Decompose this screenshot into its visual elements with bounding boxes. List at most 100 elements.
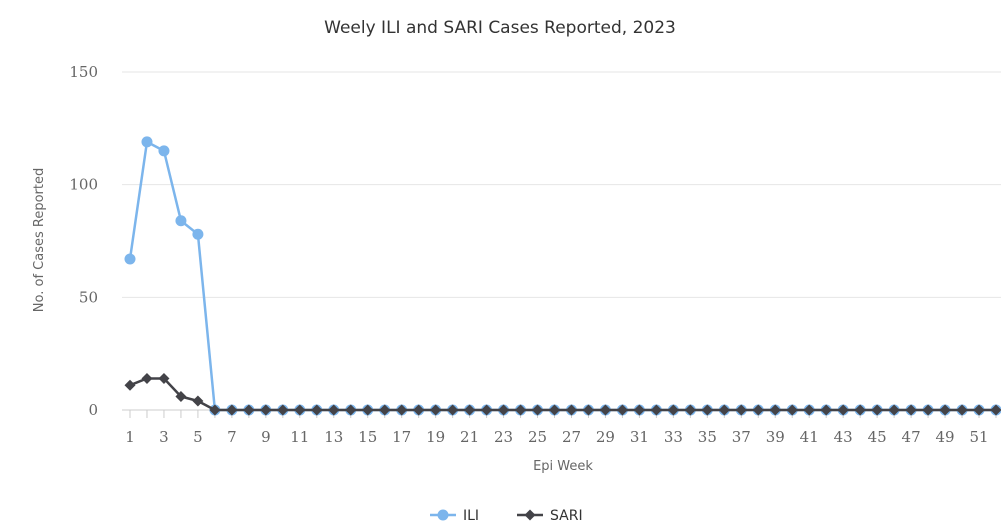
data-point[interactable] bbox=[769, 404, 781, 416]
x-tick-label: 3 bbox=[159, 428, 169, 446]
x-tick-label: 1 bbox=[125, 428, 135, 446]
data-point[interactable] bbox=[447, 404, 459, 416]
x-tick-label: 21 bbox=[460, 428, 479, 446]
legend-label: SARI bbox=[550, 508, 583, 524]
data-point[interactable] bbox=[396, 404, 408, 416]
legend-marker bbox=[437, 509, 449, 521]
data-point[interactable] bbox=[260, 404, 272, 416]
data-point[interactable] bbox=[124, 253, 136, 265]
x-tick-label: 17 bbox=[392, 428, 411, 446]
data-point[interactable] bbox=[871, 404, 883, 416]
y-tick-label: 50 bbox=[79, 288, 98, 306]
x-tick-label: 47 bbox=[902, 428, 921, 446]
data-point[interactable] bbox=[243, 404, 255, 416]
data-point[interactable] bbox=[582, 404, 594, 416]
data-point[interactable] bbox=[939, 404, 951, 416]
x-tick-label: 39 bbox=[766, 428, 785, 446]
y-tick-label: 150 bbox=[69, 63, 98, 81]
data-point[interactable] bbox=[549, 404, 561, 416]
chart-title: Weely ILI and SARI Cases Reported, 2023 bbox=[324, 18, 676, 38]
data-point[interactable] bbox=[226, 404, 238, 416]
x-tick-label: 5 bbox=[193, 428, 203, 446]
x-tick-label: 31 bbox=[630, 428, 649, 446]
data-point[interactable] bbox=[633, 404, 645, 416]
data-point[interactable] bbox=[345, 404, 357, 416]
legend: ILI SARI bbox=[430, 508, 583, 524]
x-tick-label: 35 bbox=[698, 428, 717, 446]
data-point[interactable] bbox=[158, 145, 170, 157]
x-tick-label: 19 bbox=[426, 428, 445, 446]
series-ili bbox=[124, 136, 1001, 416]
data-point[interactable] bbox=[718, 404, 730, 416]
data-point[interactable] bbox=[124, 379, 136, 391]
series-line bbox=[129, 377, 996, 412]
data-point[interactable] bbox=[684, 404, 696, 416]
data-point[interactable] bbox=[498, 404, 510, 416]
x-axis-label: Epi Week bbox=[533, 459, 593, 474]
data-point[interactable] bbox=[209, 404, 221, 416]
data-point[interactable] bbox=[175, 390, 187, 402]
y-tick-label: 100 bbox=[69, 176, 98, 194]
data-point[interactable] bbox=[667, 404, 679, 416]
x-tick-label: 41 bbox=[800, 428, 819, 446]
x-tick-label: 29 bbox=[596, 428, 615, 446]
x-tick-label: 51 bbox=[969, 428, 988, 446]
data-point[interactable] bbox=[294, 404, 306, 416]
data-point[interactable] bbox=[192, 228, 204, 240]
x-tick-label: 43 bbox=[834, 428, 853, 446]
x-tick-label: 45 bbox=[868, 428, 887, 446]
data-point[interactable] bbox=[854, 404, 866, 416]
data-point[interactable] bbox=[413, 404, 425, 416]
x-tick-label: 13 bbox=[324, 428, 343, 446]
data-point[interactable] bbox=[515, 404, 527, 416]
data-point[interactable] bbox=[905, 404, 917, 416]
data-point[interactable] bbox=[532, 404, 544, 416]
data-point[interactable] bbox=[141, 372, 153, 384]
data-point[interactable] bbox=[565, 404, 577, 416]
x-tick-label: 11 bbox=[290, 428, 309, 446]
data-point[interactable] bbox=[328, 404, 340, 416]
data-point[interactable] bbox=[752, 404, 764, 416]
data-point[interactable] bbox=[956, 404, 968, 416]
data-point[interactable] bbox=[430, 404, 442, 416]
x-tick-label: 7 bbox=[227, 428, 237, 446]
data-point[interactable] bbox=[973, 404, 985, 416]
data-point[interactable] bbox=[837, 404, 849, 416]
data-point[interactable] bbox=[922, 404, 934, 416]
data-point[interactable] bbox=[379, 404, 391, 416]
x-tick-label: 15 bbox=[358, 428, 377, 446]
data-point[interactable] bbox=[277, 404, 289, 416]
legend-item-sari[interactable]: SARI bbox=[517, 508, 583, 524]
data-point[interactable] bbox=[786, 404, 798, 416]
data-point[interactable] bbox=[803, 404, 815, 416]
data-point[interactable] bbox=[888, 404, 900, 416]
data-point[interactable] bbox=[820, 404, 832, 416]
x-tick-label: 37 bbox=[732, 428, 751, 446]
data-point[interactable] bbox=[701, 404, 713, 416]
data-point[interactable] bbox=[481, 404, 493, 416]
data-point[interactable] bbox=[175, 215, 187, 227]
x-tick-label: 49 bbox=[936, 428, 955, 446]
legend-marker bbox=[524, 509, 536, 521]
data-point[interactable] bbox=[650, 404, 662, 416]
y-axis-ticks: 0 50 100 150 bbox=[69, 63, 98, 419]
data-point[interactable] bbox=[599, 404, 611, 416]
data-point[interactable] bbox=[158, 372, 170, 384]
y-tick-label: 0 bbox=[88, 401, 98, 419]
x-tick-label: 33 bbox=[664, 428, 683, 446]
data-point[interactable] bbox=[141, 136, 153, 148]
x-tick-label: 23 bbox=[494, 428, 513, 446]
data-point[interactable] bbox=[192, 395, 204, 407]
data-point[interactable] bbox=[362, 404, 374, 416]
data-point[interactable] bbox=[464, 404, 476, 416]
grid-lines bbox=[122, 71, 1001, 411]
x-tick-label: 9 bbox=[261, 428, 271, 446]
data-point[interactable] bbox=[616, 404, 628, 416]
series-group bbox=[124, 136, 1001, 416]
data-point[interactable] bbox=[990, 404, 1001, 416]
data-point[interactable] bbox=[311, 404, 323, 416]
legend-item-ili[interactable]: ILI bbox=[430, 508, 479, 524]
data-point[interactable] bbox=[735, 404, 747, 416]
